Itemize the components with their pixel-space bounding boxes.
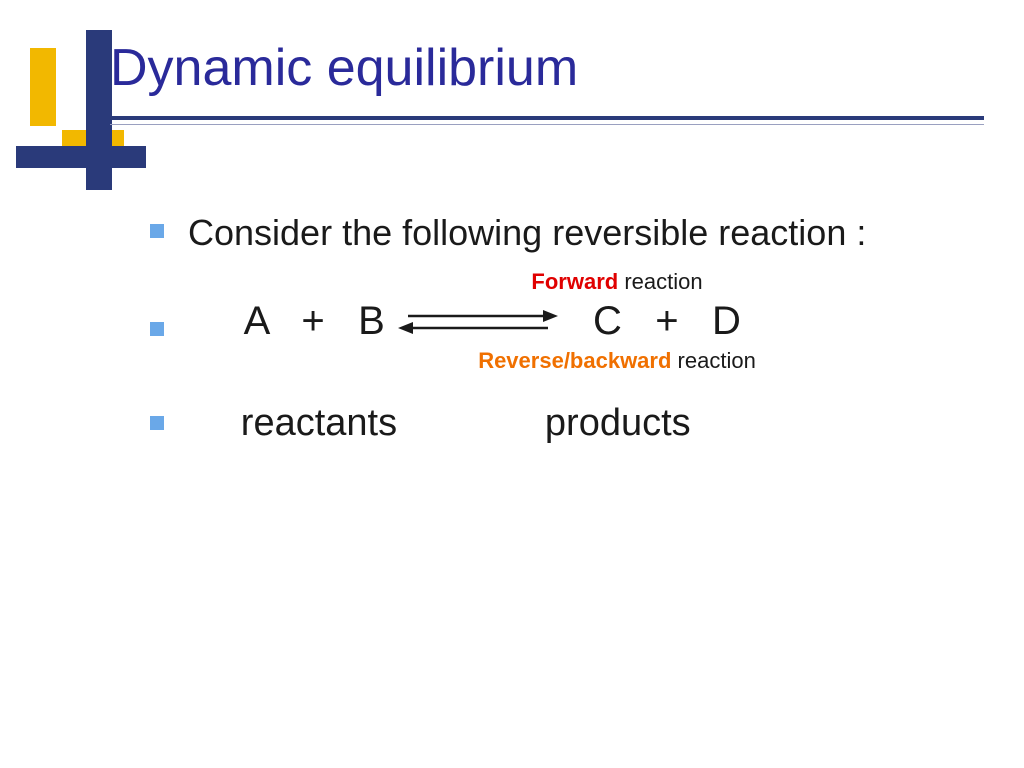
reverse-reaction-label: Reverse/backward reaction [270,348,964,374]
forward-reaction-label: Forward reaction [270,269,964,295]
bullet-icon [150,322,164,336]
title-underline-thick [110,116,984,120]
content-area: Consider the following reversible reacti… [150,210,964,457]
bullet-icon [150,416,164,430]
bullet-icon [150,224,164,238]
title-underline-thin [110,124,984,125]
reactants-products-labels: reactants products [188,402,691,445]
yellow-block-1 [30,48,56,126]
equation-row: A + B C + D [150,299,964,344]
reverse-suffix: reaction [671,348,755,373]
title-area: Dynamic equilibrium [110,38,984,125]
equation-left: A + B [188,299,385,344]
reverse-bold: Reverse/backward [478,348,671,373]
bullet-text: Consider the following reversible reacti… [188,210,866,255]
bullet-item-1: Consider the following reversible reacti… [150,210,964,255]
forward-bold: Forward [531,269,618,294]
bullet-item-labels: reactants products [150,402,964,445]
navy-block-h [16,146,146,168]
slide-title: Dynamic equilibrium [110,38,984,98]
forward-suffix: reaction [618,269,702,294]
equilibrium-arrows-icon [393,304,563,340]
equation-right: C + D [571,299,741,344]
